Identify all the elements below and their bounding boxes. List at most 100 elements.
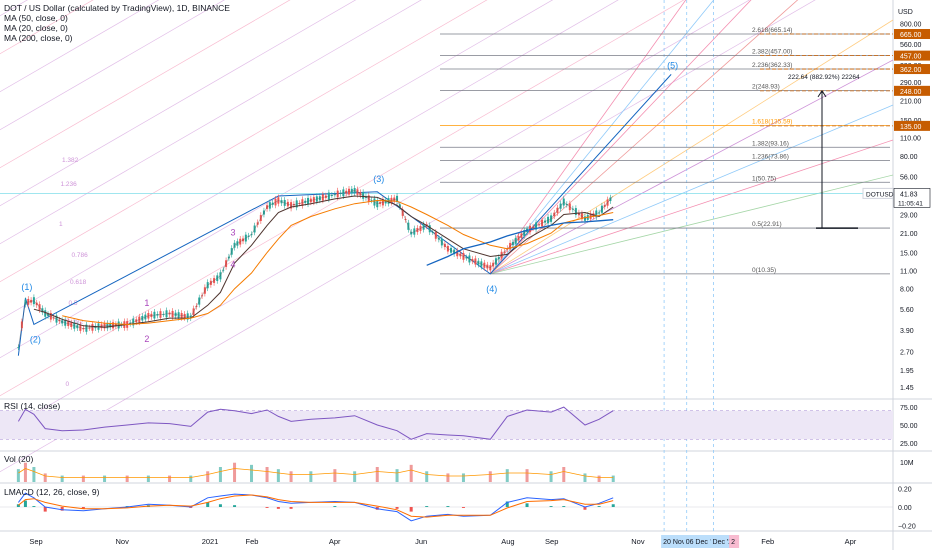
time-axis-tick: Jun	[415, 537, 427, 546]
time-axis-tick: Apr	[845, 537, 857, 546]
projection-fan-line	[490, 59, 894, 275]
price-tag-label: 248.00	[900, 89, 922, 96]
macd-histogram-bar	[32, 506, 36, 507]
macd-histogram-bar	[395, 507, 399, 509]
price-axis-tick: 1.45	[900, 385, 914, 392]
price-tag-bg	[894, 50, 930, 61]
time-axis-tick: Feb	[246, 537, 259, 546]
volume-bar	[505, 469, 509, 482]
fib-level-label: 1.236(73.86)	[752, 154, 789, 161]
volume-bar	[32, 467, 36, 482]
time-axis-tick: Apr	[329, 537, 341, 546]
volume-bar	[446, 473, 450, 482]
time-axis-tick: Nov	[116, 537, 130, 546]
indicator-ma20-label[interactable]: MA (20, close, 0)	[4, 23, 68, 33]
volume-bar	[488, 471, 492, 482]
volume-bar	[276, 469, 280, 482]
rsi-pane-title[interactable]: RSI (14, close)	[4, 401, 61, 411]
time-axis-tick: 2021	[202, 537, 219, 546]
wave-label: 2	[144, 334, 149, 344]
volume-bar	[125, 475, 129, 482]
vol-pane-title[interactable]: Vol (20)	[4, 454, 34, 464]
fib-level-label: 2.618(665.14)	[752, 27, 792, 34]
macd-axis-tick: 0.20	[898, 487, 912, 494]
volume-bar	[611, 475, 615, 482]
fib-fan-label: 1.236	[61, 181, 78, 188]
fib-fan-label: 0.786	[72, 252, 89, 259]
time-axis-tick: Aug	[501, 537, 514, 546]
projection-fan-line	[490, 104, 894, 275]
macd-histogram-bar	[233, 505, 237, 507]
macd-pane-title[interactable]: LMACD (12, 26, close, 9)	[4, 487, 100, 497]
rsi-line	[17, 406, 614, 440]
macd-histogram-bar	[425, 506, 429, 507]
macd-axis-tick: −0.20	[898, 523, 916, 530]
macd-histogram-bar	[81, 507, 85, 509]
volume-bar	[168, 475, 172, 482]
wave-label: 1	[144, 298, 149, 308]
candle-body	[52, 317, 55, 319]
price-tag-label: 457.00	[900, 54, 922, 61]
indicator-ma200-label[interactable]: MA (200, close, 0)	[4, 33, 73, 43]
wave-label: (4)	[486, 284, 497, 294]
price-axis-tick: 210.00	[900, 98, 922, 105]
wave-label: (2)	[30, 334, 41, 344]
price-axis-tick: 110.00	[900, 136, 921, 143]
chart-legend: DOT / US Dollar (calculated by TradingVi…	[4, 3, 230, 43]
volume-bar	[375, 467, 379, 482]
fib-channel-line	[0, 0, 488, 283]
time-axis-highlight-tick: 06 Dec '21	[686, 539, 719, 546]
price-axis-tick: 290.00	[900, 80, 922, 87]
volume-bar	[597, 475, 601, 482]
macd-histogram-bar	[265, 507, 269, 508]
time-axis-highlight-bg	[710, 535, 733, 548]
time-axis-highlight-tick: 2	[731, 539, 735, 546]
time-axis-highlight-bg	[683, 535, 714, 548]
candle-body	[538, 224, 541, 226]
macd-histogram-bar	[23, 500, 27, 507]
wave-label: (3)	[373, 174, 384, 184]
time-axis-tick: Sep	[29, 537, 42, 546]
fib-level-label: 2(248.93)	[752, 84, 780, 91]
macd-histogram-bar	[446, 506, 450, 507]
current-price-countdown: 11:05:41	[898, 200, 923, 207]
fib-fan-label: 0	[66, 381, 70, 388]
fib-level-label: 1.618(135.59)	[752, 119, 792, 126]
measure-arrow-head	[817, 89, 827, 98]
volume-bar	[549, 471, 553, 482]
fib-level-label: 1.382(93.16)	[752, 140, 789, 147]
fib-channel-line	[0, 0, 816, 473]
wave-label: (5)	[667, 60, 678, 70]
volume-bar	[583, 473, 587, 482]
volume-bar	[81, 475, 85, 482]
time-axis-highlight-tick: Dec '21	[713, 539, 737, 546]
macd-line	[18, 492, 614, 522]
price-axis-tick: 8.00	[900, 287, 914, 294]
volume-bar	[206, 471, 210, 482]
indicator-ma50-label[interactable]: MA (50, close, 0)	[4, 13, 68, 23]
macd-histogram-bar	[43, 507, 47, 512]
chart-title[interactable]: DOT / US Dollar (calculated by TradingVi…	[4, 3, 230, 13]
price-tag-label: 362.00	[900, 67, 922, 74]
volume-bar	[333, 469, 337, 482]
time-axis-tick: Sep	[545, 537, 558, 546]
time-axis-tick: Feb	[761, 537, 774, 546]
current-price-tag-bg	[893, 188, 931, 208]
volume-bar	[189, 475, 193, 482]
volume-bar	[265, 467, 269, 482]
fib-level-label: 2.236(362.33)	[752, 62, 792, 69]
volume-bar	[23, 462, 27, 482]
volume-bar	[250, 464, 254, 482]
price-tag-label: 665.00	[900, 32, 922, 39]
volume-bar	[353, 471, 357, 482]
price-tag-bg	[894, 64, 930, 75]
price-axis-unit: USD	[898, 9, 913, 16]
macd-histogram-bar	[583, 507, 587, 510]
fib-fan-label: 1	[59, 221, 63, 228]
volume-bar	[525, 469, 529, 482]
rsi-axis-tick: 50.00	[900, 423, 918, 430]
volume-bar	[562, 467, 566, 482]
macd-histogram-bar	[218, 504, 222, 507]
